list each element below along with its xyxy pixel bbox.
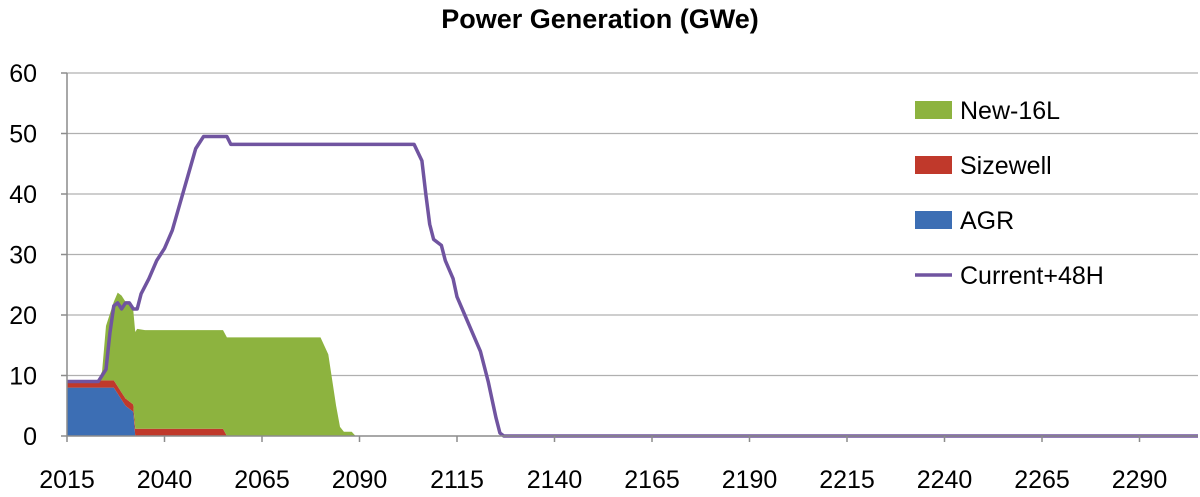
area-sizewell [67,380,356,436]
x-tick-label-2290: 2290 [1112,466,1168,494]
y-tick-label-60: 60 [9,60,37,88]
x-tick-label-2190: 2190 [722,466,778,494]
x-tick-label-2165: 2165 [624,466,680,494]
y-axis-ticks: 0 10 20 30 40 50 60 [9,60,67,451]
area-new-16l [67,292,356,436]
legend-label-sizewell: Sizewell [960,152,1052,180]
x-tick-label-2090: 2090 [332,466,388,494]
x-tick-label-2040: 2040 [137,466,193,494]
y-tick-label-40: 40 [9,181,37,209]
legend-swatch-new-16l [915,101,952,119]
y-tick-label-0: 0 [23,423,37,451]
legend-label-current-48h: Current+48H [960,262,1104,290]
chart-title: Power Generation (GWe) [441,4,759,34]
legend-label-new-16l: New-16L [960,97,1060,125]
x-tick-label-2240: 2240 [917,466,973,494]
line-current-48h [67,134,1198,438]
legend-swatch-agr [915,211,952,229]
x-tick-label-2065: 2065 [234,466,290,494]
legend-swatch-sizewell [915,156,952,174]
legend: New-16L Sizewell AGR Current+48H [915,97,1104,290]
x-tick-label-2215: 2215 [819,466,875,494]
y-tick-label-50: 50 [9,121,37,149]
y-tick-label-30: 30 [9,242,37,270]
line-series [67,134,1198,438]
y-tick-label-10: 10 [9,363,37,391]
stacked-areas [67,292,356,436]
x-tick-label-2115: 2115 [430,466,484,494]
area-agr [67,387,356,436]
x-axis-ticks: 2015 2040 2065 2090 2115 2140 2165 2190 2215 2240… [39,436,1167,494]
y-tick-label-20: 20 [9,302,37,330]
x-tick-label-2265: 2265 [1014,466,1070,494]
legend-label-agr: AGR [960,207,1014,235]
x-tick-label-2015: 2015 [39,466,95,494]
x-tick-label-2140: 2140 [527,466,583,494]
